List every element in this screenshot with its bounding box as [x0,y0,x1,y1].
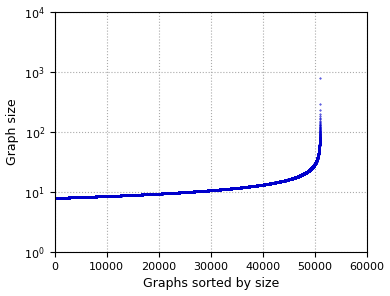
X-axis label: Graphs sorted by size: Graphs sorted by size [143,277,279,290]
Y-axis label: Graph size: Graph size [5,99,19,165]
